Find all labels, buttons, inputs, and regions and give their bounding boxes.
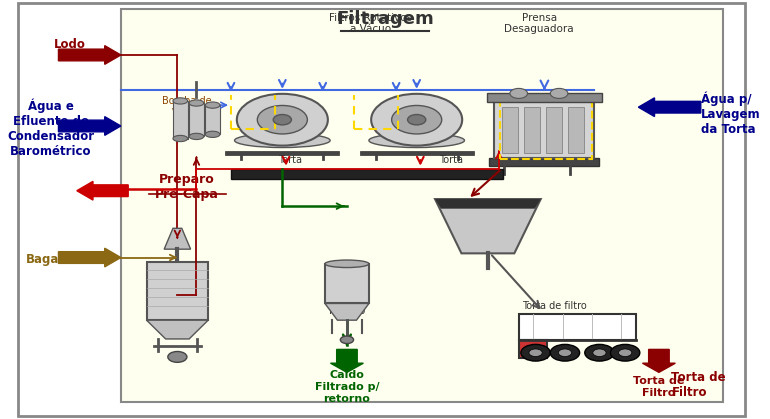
Text: Torta de
Filtro: Torta de Filtro: [671, 371, 726, 399]
Ellipse shape: [206, 131, 220, 137]
FancyArrow shape: [59, 248, 121, 267]
FancyArrow shape: [59, 46, 121, 65]
Bar: [173, 101, 188, 139]
Ellipse shape: [235, 133, 330, 147]
Polygon shape: [435, 199, 541, 253]
Circle shape: [618, 349, 631, 357]
Text: Prensa
Desaguadora: Prensa Desaguadora: [504, 13, 574, 34]
Bar: [490, 158, 600, 166]
Circle shape: [529, 349, 542, 357]
Polygon shape: [435, 199, 541, 209]
Bar: [519, 314, 636, 340]
Bar: [487, 93, 601, 102]
FancyArrow shape: [638, 98, 701, 116]
Circle shape: [168, 352, 187, 362]
Circle shape: [273, 114, 292, 125]
Bar: [524, 107, 540, 153]
Bar: [494, 100, 594, 158]
Bar: [360, 151, 474, 155]
Text: Torta: Torta: [278, 155, 302, 165]
Circle shape: [392, 106, 442, 134]
Bar: [568, 107, 584, 153]
Text: Torta de
Filtro: Torta de Filtro: [633, 376, 685, 398]
Text: Filtros Rotativos
a Vácuo: Filtros Rotativos a Vácuo: [329, 13, 412, 34]
Text: Torta: Torta: [439, 155, 464, 165]
Bar: [546, 107, 562, 153]
Circle shape: [237, 94, 328, 146]
Circle shape: [521, 344, 551, 361]
Circle shape: [510, 88, 527, 98]
Text: Moega
p/ Torta: Moega p/ Torta: [470, 217, 506, 239]
Ellipse shape: [173, 135, 188, 142]
Ellipse shape: [369, 133, 464, 147]
Ellipse shape: [189, 133, 204, 140]
Text: Bomba de
Vácuo: Bomba de Vácuo: [162, 96, 212, 118]
FancyArrow shape: [77, 181, 128, 200]
Ellipse shape: [206, 102, 220, 108]
FancyArrow shape: [59, 116, 121, 135]
FancyBboxPatch shape: [121, 9, 723, 401]
Bar: [519, 340, 547, 358]
Ellipse shape: [173, 98, 188, 104]
Circle shape: [551, 88, 568, 98]
Bar: [502, 107, 518, 153]
Text: Torta de filtro: Torta de filtro: [521, 300, 586, 310]
Bar: [206, 105, 220, 134]
Text: Lodo: Lodo: [54, 38, 85, 51]
Ellipse shape: [189, 100, 204, 106]
Text: Filtragem: Filtragem: [336, 10, 434, 28]
Text: Água e
Efluente do
Condensador
Barométrico: Água e Efluente do Condensador Barométri…: [8, 98, 95, 158]
Text: Tq. de
Caldo
Filtrado: Tq. de Caldo Filtrado: [329, 283, 365, 316]
Text: Água p/
Lavagem
da Torta: Água p/ Lavagem da Torta: [701, 91, 761, 136]
Bar: [325, 264, 369, 303]
Circle shape: [340, 336, 353, 344]
Circle shape: [611, 344, 640, 361]
FancyArrow shape: [642, 349, 675, 372]
Bar: [231, 168, 503, 179]
Text: Bagacilho: Bagacilho: [26, 253, 91, 266]
Text: Preparo
Pré-Capa: Preparo Pré-Capa: [155, 173, 219, 201]
Text: Tanque
de Lodo: Tanque de Lodo: [153, 289, 192, 310]
Bar: [146, 262, 208, 320]
Bar: [226, 151, 340, 155]
Circle shape: [551, 344, 580, 361]
Circle shape: [593, 349, 606, 357]
Polygon shape: [325, 303, 369, 320]
Text: Caldo
Filtrado p/
retorno: Caldo Filtrado p/ retorno: [315, 370, 380, 403]
Circle shape: [584, 344, 614, 361]
Bar: [189, 103, 204, 137]
FancyArrow shape: [330, 349, 363, 372]
Polygon shape: [164, 228, 191, 249]
Circle shape: [558, 349, 571, 357]
Polygon shape: [146, 320, 208, 339]
Circle shape: [371, 94, 462, 146]
Circle shape: [257, 106, 307, 134]
Circle shape: [407, 114, 426, 125]
Ellipse shape: [325, 260, 369, 268]
